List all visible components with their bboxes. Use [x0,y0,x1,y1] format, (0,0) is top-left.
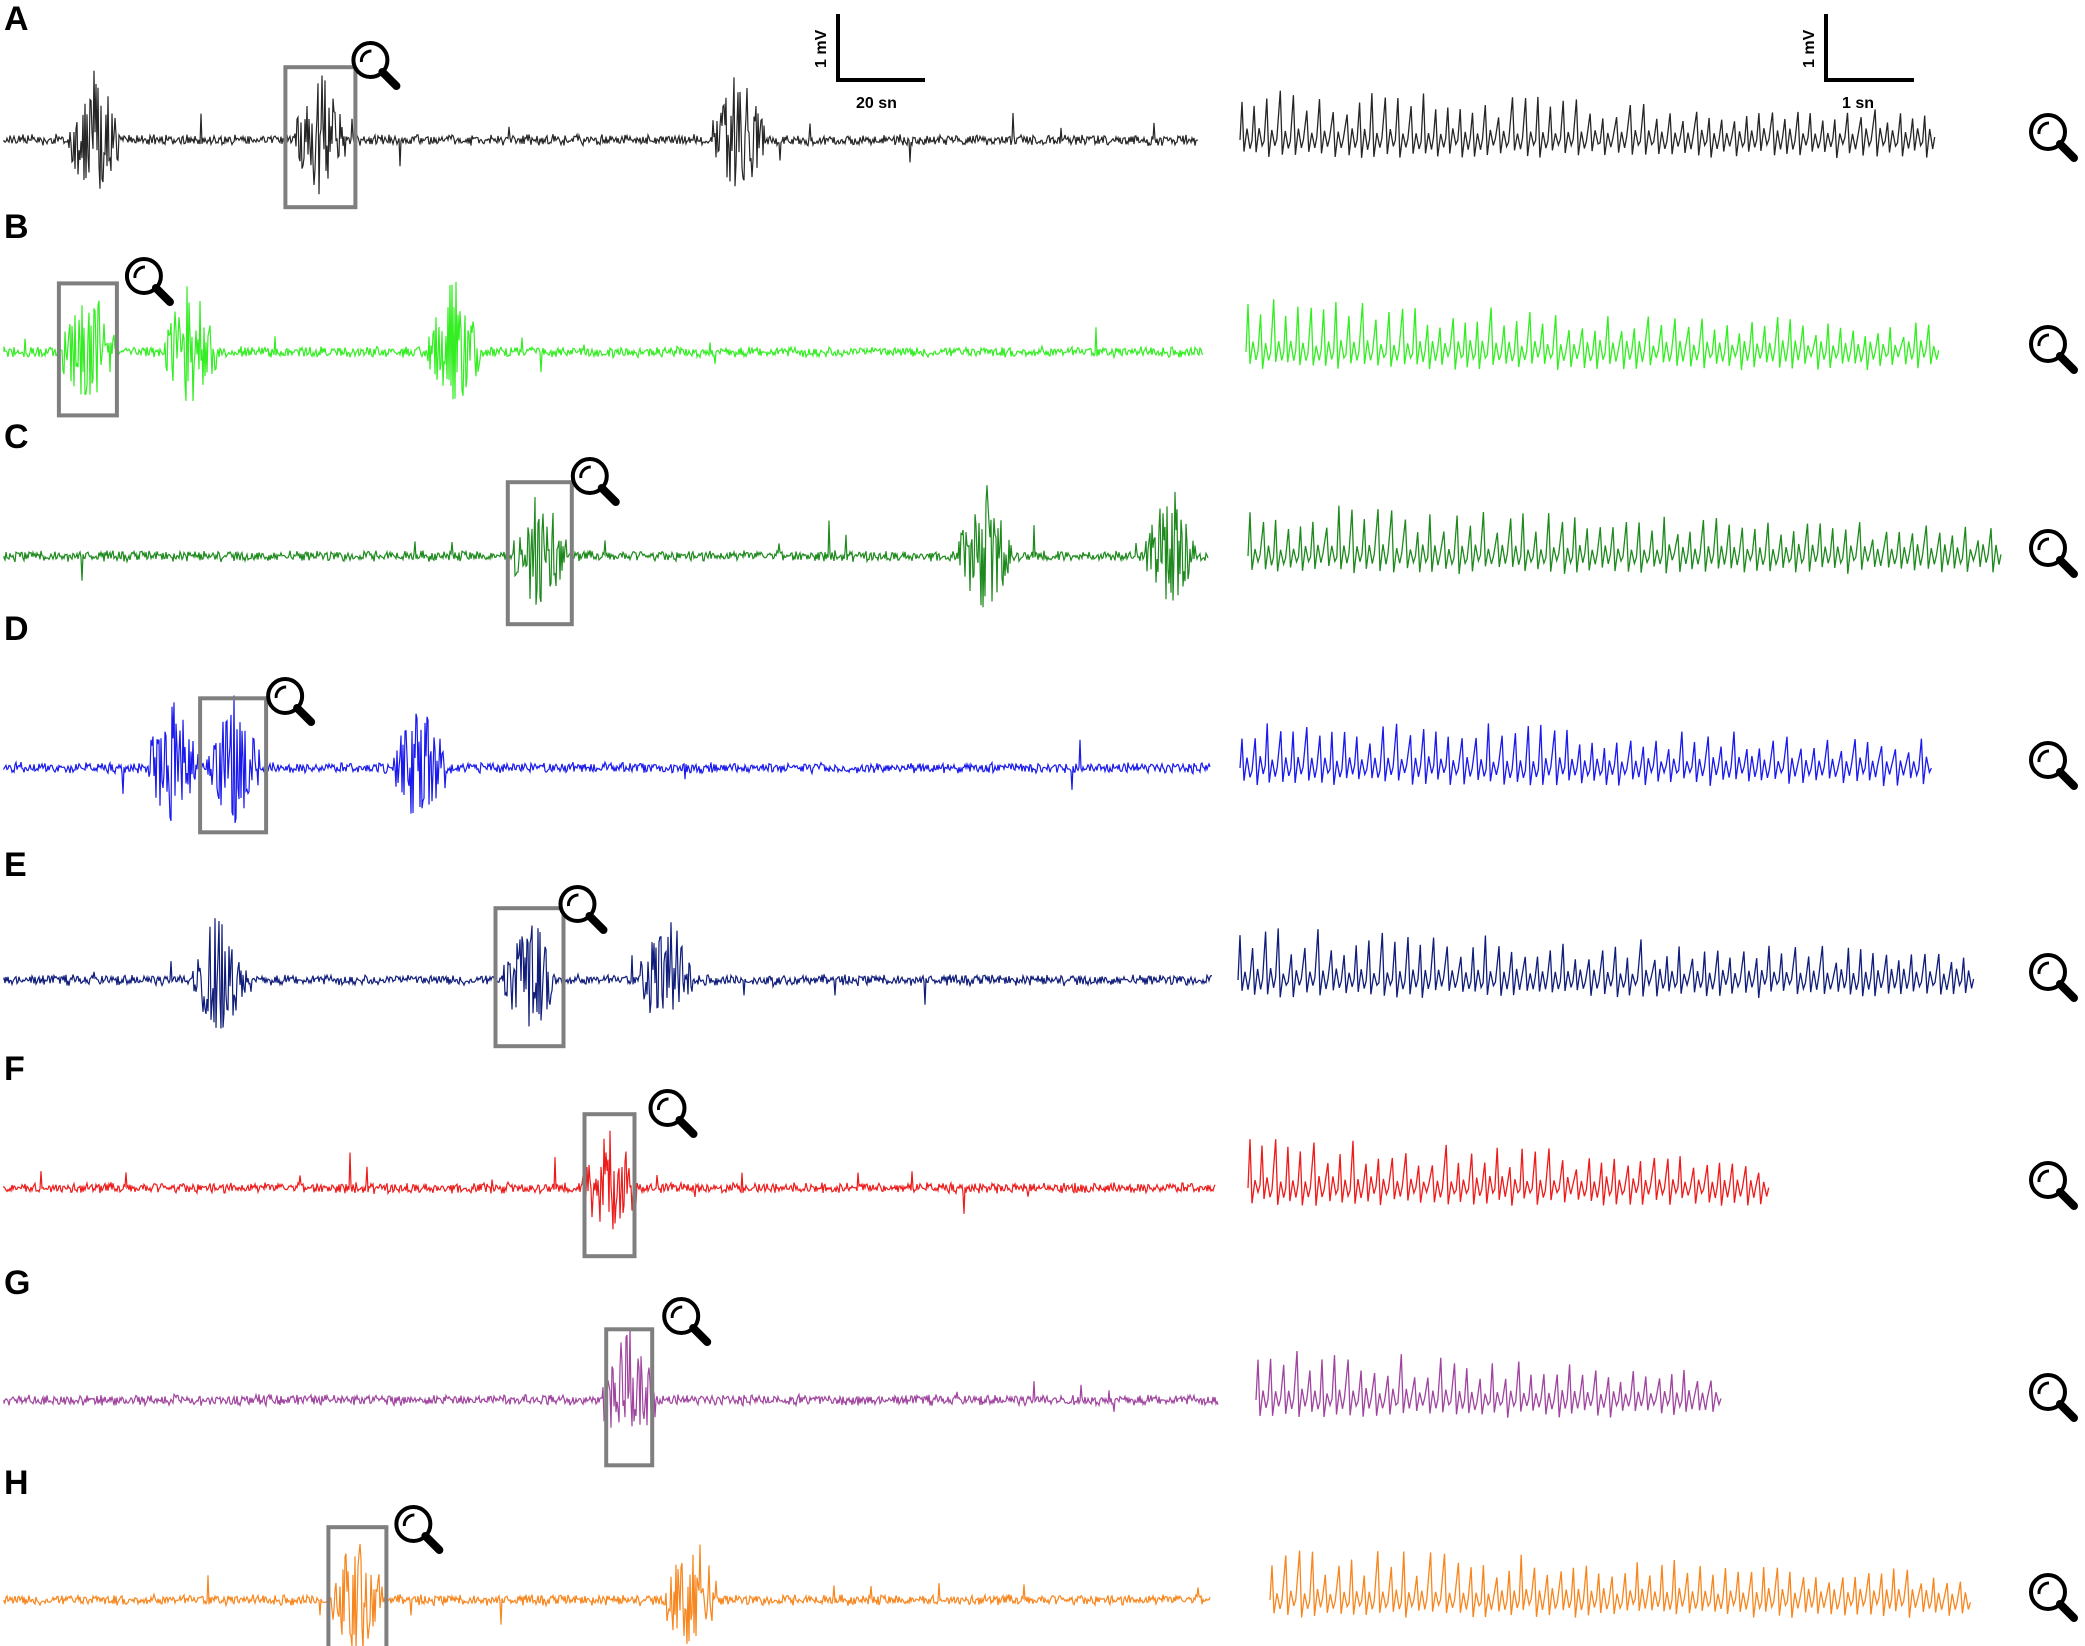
magnifier-icon [2029,529,2078,578]
panel-letter-h: H [4,1464,29,1502]
overview-trace [3,1130,1216,1230]
panel-letter-c: C [4,418,29,456]
magnifier-icon [2029,1161,2078,1210]
magnifier-icon [2029,1573,2078,1622]
overview-trace [3,918,1213,1029]
panel-letter-d: D [4,610,29,648]
zoom-trace [1255,1350,1722,1418]
highlight-box [198,696,269,835]
scale-bar-overview: 1 mV 20 sn [813,14,925,112]
overview-trace [3,70,1198,195]
magnifier-icon [648,1089,698,1138]
magnifier-icon [266,677,316,726]
magnifier-icon [662,1297,712,1346]
scale-bar-overview-horizontal-label: 20 sn [856,95,897,112]
scale-bar-zoom-horizontal-label: 1 sn [1842,95,1874,112]
panel-c [3,457,2078,627]
zoom-trace [1239,723,1932,787]
magnifier-icon [351,41,401,90]
panel-letter-g: G [4,1264,30,1302]
zoom-trace [1239,90,1936,159]
panel-d [3,677,2078,835]
scale-bar-zoom: 1 mV 1 sn [1801,14,1914,112]
magnifier-icon [558,885,608,934]
zoom-trace [1247,1139,1770,1206]
highlight-box [505,480,574,627]
scale-bar-zoom-vertical-label: 1 mV [1801,29,1818,68]
overview-trace [3,1327,1219,1428]
overview-trace [3,695,1211,824]
highlight-box [326,1525,389,1646]
zoom-trace [1247,505,2002,575]
highlight-box [582,1112,637,1259]
magnifier-icon [2029,325,2078,374]
panel-letter-f: F [4,1050,25,1088]
panel-f [3,1089,2078,1259]
panel-letter-e: E [4,846,27,884]
magnifier-icon [2029,1373,2078,1422]
panel-a [3,41,2078,210]
overview-trace [3,485,1209,608]
traces-layer [3,41,2078,1646]
overview-trace [3,281,1204,402]
zoom-trace [1237,928,1975,998]
magnifier-icon [2029,953,2078,1002]
highlight-box [604,1327,655,1468]
scale-bar-overview-vertical-label: 1 mV [813,29,830,68]
panel-h [3,1505,2078,1646]
panel-e [3,885,2078,1049]
zoom-trace [1245,299,1940,371]
panel-g [3,1297,2078,1468]
magnifier-icon [2029,741,2078,790]
panel-letter-a: A [4,0,29,38]
magnifier-icon [2029,113,2078,162]
overview-trace [3,1543,1211,1646]
panel-b [3,257,2078,418]
highlight-box [493,906,566,1049]
highlight-box [56,281,119,418]
highlight-box [283,65,358,210]
magnifier-icon [124,257,174,306]
zoom-trace [1269,1550,1972,1618]
magnifier-icon [394,1505,444,1554]
magnifier-icon [570,457,620,506]
panel-letter-b: B [4,208,29,246]
